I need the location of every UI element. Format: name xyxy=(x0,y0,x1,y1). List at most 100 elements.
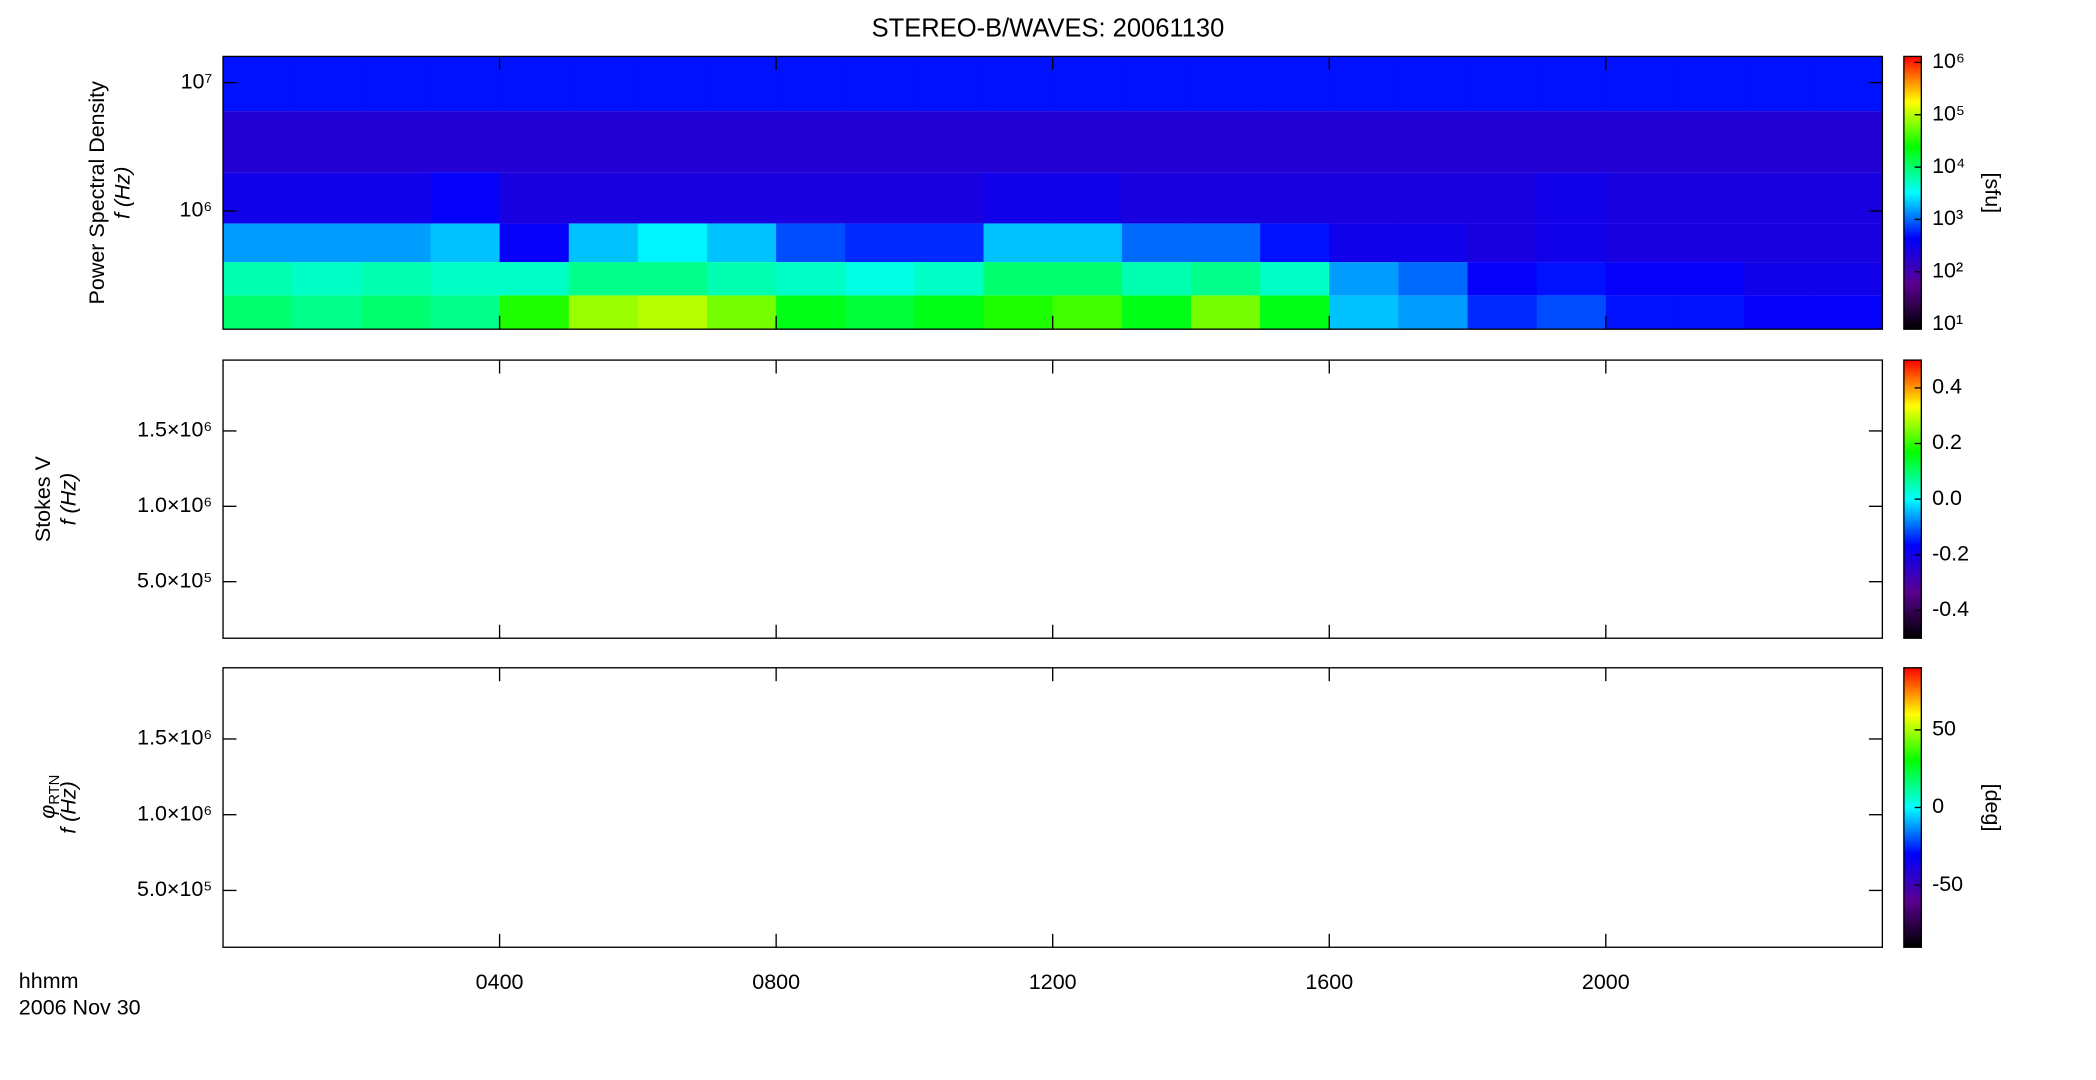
heatmap-cell xyxy=(568,262,639,296)
y-tick-label: 10⁶ xyxy=(180,198,213,222)
date-label: 2006 Nov 30 xyxy=(19,996,141,1020)
heatmap-cell xyxy=(1674,172,1745,224)
heatmap-cell xyxy=(292,111,362,173)
heatmap-cell xyxy=(1536,262,1607,296)
heatmap-cell xyxy=(707,172,777,224)
heatmap-cell xyxy=(707,56,777,112)
heatmap-cell xyxy=(1052,295,1123,330)
heatmap-cell xyxy=(1190,111,1261,173)
heatmap-cell xyxy=(1052,172,1123,224)
heatmap-cell xyxy=(568,111,639,173)
heatmap-cell xyxy=(1744,295,1814,330)
heatmap-cell xyxy=(1190,56,1261,112)
heatmap-cell xyxy=(1121,111,1192,173)
plot-background xyxy=(223,667,1883,948)
heatmap-cell xyxy=(1467,111,1538,173)
heatmap-cell xyxy=(430,223,501,263)
heatmap-cell xyxy=(1398,56,1469,112)
colorbar-tick-label: 10² xyxy=(1932,258,1963,282)
heatmap-cell xyxy=(361,295,432,330)
heatmap-cell xyxy=(1605,56,1676,112)
heatmap-cell xyxy=(1190,295,1261,330)
heatmap-cell xyxy=(1605,111,1676,173)
heatmap-cell xyxy=(1674,262,1745,296)
heatmap-cell xyxy=(223,295,293,330)
x-tick-label: 1200 xyxy=(1029,970,1077,994)
heatmap-cell xyxy=(430,295,501,330)
heatmap-cell xyxy=(914,223,985,263)
heatmap-cell xyxy=(914,111,985,173)
heatmap-cell xyxy=(430,111,501,173)
heatmap-cell xyxy=(361,172,432,224)
y-tick-label: 5.0×10⁵ xyxy=(137,877,212,901)
colorbar-tick-label: 0.0 xyxy=(1932,486,1962,510)
heatmap-cell xyxy=(1052,111,1123,173)
heatmap-cell xyxy=(1329,111,1400,173)
plot-background xyxy=(223,360,1883,639)
y-axis-label: Power Spectral Density xyxy=(85,81,109,305)
heatmap-cell xyxy=(1260,223,1330,263)
colorbar-tick-label: -50 xyxy=(1932,872,1963,896)
heatmap-cell xyxy=(430,262,501,296)
heatmap-cell xyxy=(361,223,432,263)
colorbar-tick-label: 50 xyxy=(1932,717,1956,741)
heatmap-cell xyxy=(499,56,570,112)
heatmap-cell xyxy=(1121,223,1192,263)
heatmap-cell xyxy=(430,172,501,224)
heatmap-cell xyxy=(1260,56,1330,112)
heatmap-cell xyxy=(1121,172,1192,224)
heatmap-cell xyxy=(914,295,985,330)
heatmap-cell xyxy=(1467,172,1538,224)
heatmap-cell xyxy=(292,223,362,263)
heatmap-cell xyxy=(1674,111,1745,173)
heatmap-cell xyxy=(1744,223,1814,263)
colorbar-tick-label: 10⁵ xyxy=(1932,101,1965,125)
heatmap-cell xyxy=(1813,262,1884,296)
heatmap-cell xyxy=(361,262,432,296)
heatmap-cell xyxy=(1674,223,1745,263)
heatmap-cell xyxy=(914,172,985,224)
heatmap-cell xyxy=(707,111,777,173)
x-axis-label: hhmm xyxy=(19,969,79,993)
heatmap-cell xyxy=(1190,172,1261,224)
heatmap-cell xyxy=(1813,111,1884,173)
y-tick-label: 1.0×10⁶ xyxy=(137,801,212,825)
y-tick-label: 1.5×10⁶ xyxy=(137,726,212,750)
heatmap-cell xyxy=(1536,295,1607,330)
heatmap-cell xyxy=(983,111,1054,173)
heatmap-cell xyxy=(1605,262,1676,296)
heatmap-cell xyxy=(1744,172,1814,224)
heatmap-cell xyxy=(568,172,639,224)
heatmap-cell xyxy=(1398,172,1469,224)
heatmap-cell xyxy=(1398,262,1469,296)
heatmap-cell xyxy=(1674,295,1745,330)
heatmap-cell xyxy=(707,262,777,296)
colorbar-tick-label: -0.4 xyxy=(1932,597,1969,621)
heatmap-cell xyxy=(845,56,916,112)
x-tick-label: 0400 xyxy=(476,970,524,994)
heatmap-cell xyxy=(1329,295,1400,330)
heatmap-cell xyxy=(1329,56,1400,112)
heatmap-cell xyxy=(1190,262,1261,296)
heatmap-cell xyxy=(292,262,362,296)
heatmap-cell xyxy=(223,223,293,263)
heatmap-cell xyxy=(707,223,777,263)
heatmap-cell xyxy=(223,262,293,296)
heatmap-cell xyxy=(776,262,846,296)
heatmap-cell xyxy=(1813,295,1884,330)
heatmap-cell xyxy=(1190,223,1261,263)
heatmap-cell xyxy=(1398,295,1469,330)
heatmap-cell xyxy=(1398,223,1469,263)
heatmap-cell xyxy=(223,56,293,112)
heatmap-cell xyxy=(776,295,846,330)
heatmap-cell xyxy=(845,223,916,263)
symbol: φ xyxy=(35,805,59,819)
heatmap-cell xyxy=(1260,295,1330,330)
colorbar-tick-label: 10⁶ xyxy=(1932,49,1965,73)
heatmap-cell xyxy=(1398,111,1469,173)
heatmap-cell xyxy=(568,223,639,263)
heatmap-cell xyxy=(568,295,639,330)
y-axis-label: Stokes V xyxy=(31,455,55,542)
